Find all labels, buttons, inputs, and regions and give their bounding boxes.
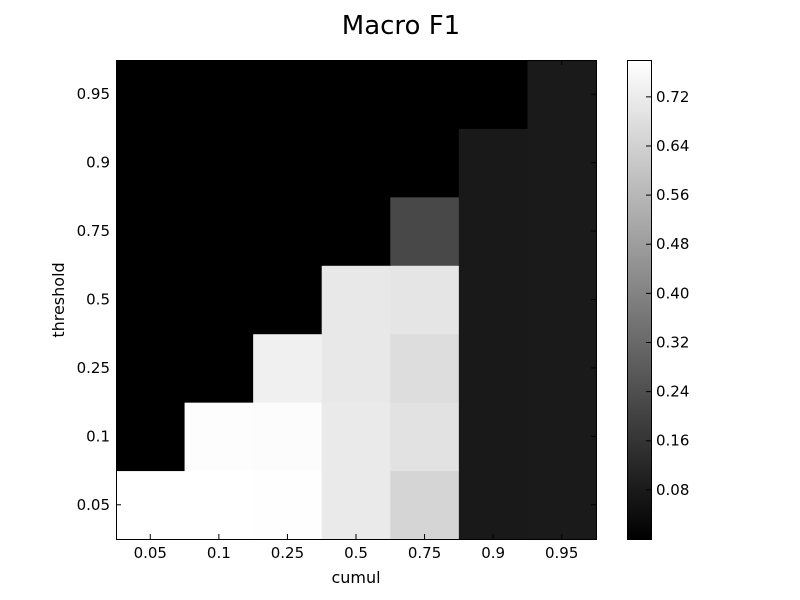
colorbar-tick-label: 0.32: [656, 333, 689, 351]
heatmap-cells: [116, 60, 597, 540]
chart-title: Macro F1: [342, 11, 460, 41]
heatmap-cell: [116, 196, 186, 266]
colorbar-tick-label: 0.72: [656, 88, 689, 106]
y-tick-label: 0.95: [77, 85, 110, 103]
heatmap-cell: [527, 265, 597, 335]
heatmap-cell: [390, 402, 460, 472]
heatmap-cell: [458, 470, 528, 540]
heatmap-cell: [116, 60, 186, 129]
heatmap-cell: [458, 402, 528, 472]
heatmap-cell: [527, 470, 597, 540]
axis-ticks: [116, 60, 596, 539]
heatmap-cell: [184, 60, 254, 129]
heatmap-cell: [253, 333, 323, 403]
x-tick-label: 0.25: [271, 544, 304, 562]
heatmap-cell: [527, 60, 597, 129]
colorbar-tick-label: 0.40: [656, 284, 689, 302]
heatmap-cell: [321, 470, 391, 540]
heatmap-cell: [184, 265, 254, 335]
x-tick-label: 0.1: [207, 544, 231, 562]
heatmap-cell: [184, 402, 254, 472]
x-tick-label: 0.9: [481, 544, 505, 562]
heatmap-cell: [253, 128, 323, 198]
heatmap-cell: [116, 128, 186, 198]
colorbar-tick-label: 0.16: [656, 432, 689, 450]
x-tick-label: 0.5: [344, 544, 368, 562]
colorbar-tick-label: 0.48: [656, 235, 689, 253]
heatmap-cell: [527, 333, 597, 403]
heatmap-cell: [253, 265, 323, 335]
heatmap-cell: [321, 60, 391, 129]
y-tick-label: 0.9: [86, 154, 110, 172]
heatmap-cell: [321, 265, 391, 335]
heatmap-cell: [527, 196, 597, 266]
heatmap-cell: [184, 196, 254, 266]
heatmap-cell: [527, 128, 597, 198]
heatmap-cell: [321, 128, 391, 198]
heatmap-cell: [458, 60, 528, 129]
heatmap-cell: [458, 265, 528, 335]
colorbar-tick-label: 0.08: [656, 481, 689, 499]
heatmap-cell: [116, 333, 186, 403]
colorbar-tick-label: 0.64: [656, 137, 689, 155]
y-tick-labels: 0.05 0.1 0.25 0.5 0.75 0.9 0.95: [77, 85, 110, 514]
y-tick-label: 0.05: [77, 496, 110, 514]
y-tick-label: 0.75: [77, 222, 110, 240]
x-axis-label: cumul: [331, 568, 380, 587]
heatmap-cell: [116, 265, 186, 335]
y-tick-label: 0.25: [77, 359, 110, 377]
heatmap-cell: [253, 196, 323, 266]
heatmap-cell: [184, 333, 254, 403]
heatmap-cell: [253, 402, 323, 472]
heatmap-cell: [184, 128, 254, 198]
heatmap-cell: [116, 402, 186, 472]
x-tick-label: 0.05: [134, 544, 167, 562]
heatmap-cell: [321, 196, 391, 266]
heatmap-cell: [390, 196, 460, 266]
heatmap-cell: [184, 470, 254, 540]
y-tick-label: 0.5: [86, 291, 110, 309]
colorbar: [627, 60, 652, 540]
colorbar-tick-label: 0.24: [656, 383, 689, 401]
colorbar-ticks: 0.08 0.16 0.24 0.32 0.40 0.48 0.56 0.64 0.72: [646, 88, 689, 499]
heatmap-cell: [253, 60, 323, 129]
x-tick-labels: 0.05 0.1 0.25 0.5 0.75 0.9 0.95: [134, 544, 579, 562]
heatmap-cell: [390, 128, 460, 198]
heatmap-cell: [458, 333, 528, 403]
heatmap-cell: [390, 470, 460, 540]
heatmap-cell: [116, 470, 186, 540]
y-axis-label: threshold: [49, 262, 68, 337]
heatmap-cell: [390, 265, 460, 335]
colorbar-tick-label: 0.56: [656, 186, 689, 204]
x-tick-label: 0.75: [408, 544, 441, 562]
heatmap-cell: [253, 470, 323, 540]
heatmap-cell: [527, 402, 597, 472]
heatmap-cell: [458, 196, 528, 266]
heatmap-cell: [458, 128, 528, 198]
heatmap-cell: [321, 333, 391, 403]
x-tick-label: 0.95: [545, 544, 578, 562]
heatmap-cell: [390, 333, 460, 403]
heatmap-cell: [321, 402, 391, 472]
heatmap-cell: [390, 60, 460, 129]
y-tick-label: 0.1: [86, 427, 110, 445]
